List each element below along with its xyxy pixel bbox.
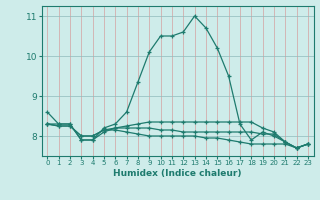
- X-axis label: Humidex (Indice chaleur): Humidex (Indice chaleur): [113, 169, 242, 178]
